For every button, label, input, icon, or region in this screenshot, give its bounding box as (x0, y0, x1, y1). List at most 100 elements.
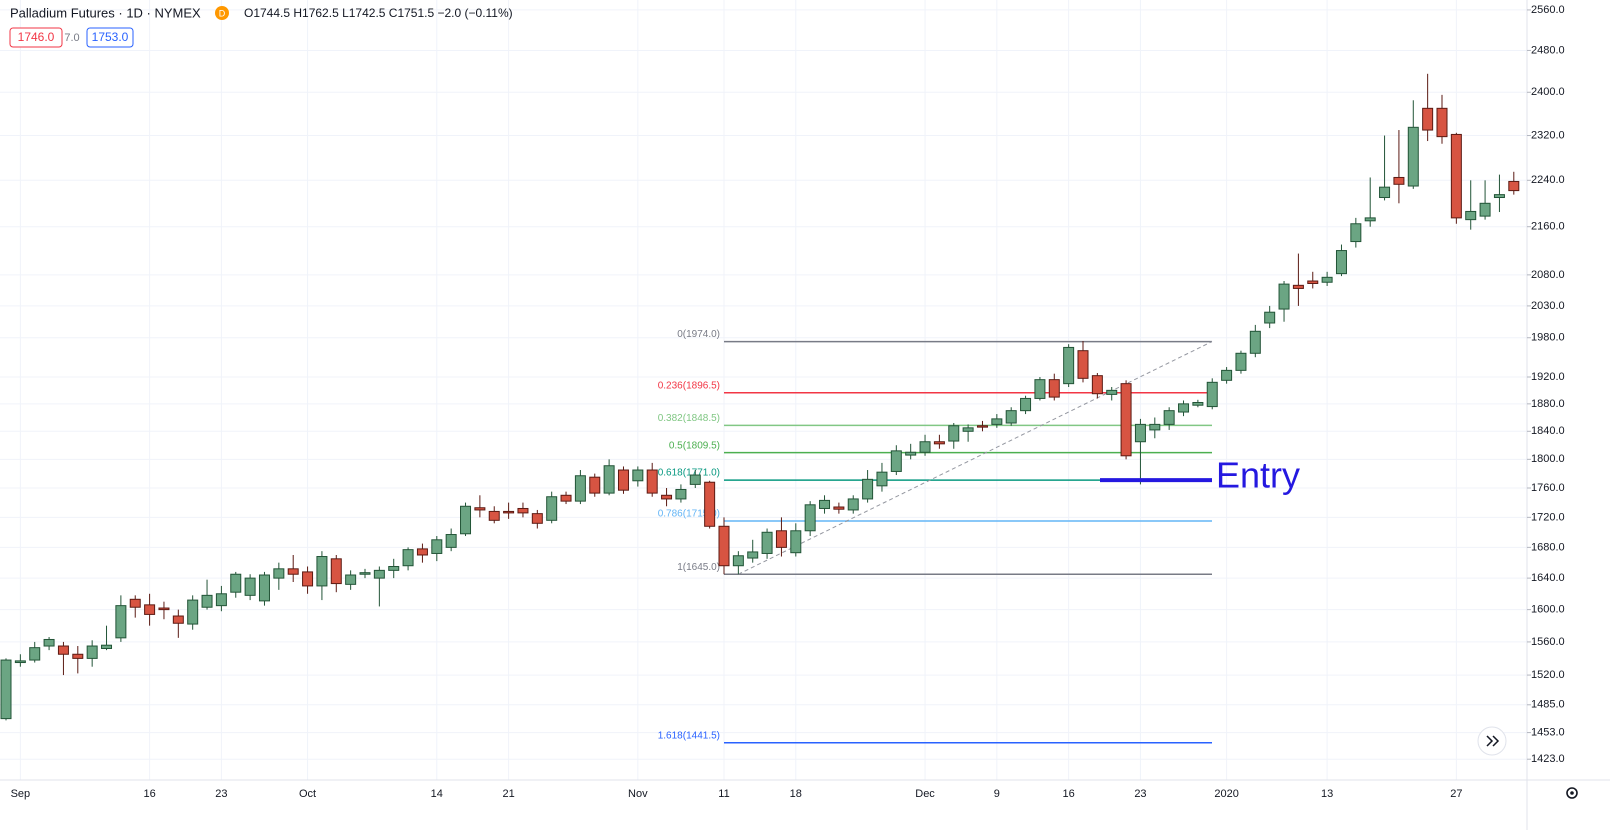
candle-body (1278, 283, 1290, 310)
candle-body (201, 594, 213, 608)
candle-body (1249, 330, 1261, 354)
candle-body (1292, 284, 1304, 289)
candle-body (704, 481, 716, 527)
x-tick-label: 21 (502, 788, 514, 800)
candle (1407, 100, 1419, 189)
candle-body (316, 556, 328, 587)
y-tick-label: 1980.0 (1531, 332, 1565, 344)
candle (1120, 380, 1132, 460)
candle-body (273, 568, 285, 579)
candle (1249, 324, 1261, 358)
x-tick-label: 9 (994, 788, 1000, 800)
gear-icon[interactable] (1566, 787, 1578, 799)
candle (330, 554, 342, 593)
fib-trend-line (738, 341, 1213, 575)
candle (790, 523, 802, 557)
candle-body (43, 638, 55, 647)
candle (0, 658, 12, 721)
candle-body (948, 425, 960, 442)
y-tick-label: 1640.0 (1531, 572, 1565, 584)
candle-body (617, 469, 629, 491)
candle (43, 637, 55, 651)
candle (1292, 253, 1304, 306)
candle-body (1508, 180, 1520, 192)
candle-body (445, 534, 457, 548)
candle-body (1206, 381, 1218, 408)
candle (316, 551, 328, 601)
candle (359, 568, 371, 579)
y-tick-label: 2320.0 (1531, 129, 1565, 141)
candle-body (388, 565, 400, 571)
candle (661, 488, 673, 507)
candle (1422, 73, 1434, 142)
candle (1479, 180, 1491, 220)
candle-body (402, 549, 414, 567)
scroll-to-latest[interactable] (1477, 726, 1507, 756)
fib-level-label: 1(1645.0) (677, 562, 720, 573)
candle (29, 641, 41, 663)
candle-body (1063, 346, 1075, 385)
bid-price[interactable]: 1746.0 (18, 30, 55, 44)
candle-body (72, 653, 84, 659)
candle (101, 625, 113, 651)
candle (1134, 418, 1146, 485)
x-tick-label: 27 (1450, 788, 1462, 800)
candle (373, 566, 385, 607)
x-tick-label: 13 (1321, 788, 1333, 800)
candle-body (646, 469, 658, 494)
candle (1307, 271, 1319, 289)
candle-body (244, 577, 256, 596)
gear-center (1570, 791, 1574, 795)
candle (273, 562, 285, 590)
settings-button[interactable] (1566, 787, 1578, 799)
candle-body (1264, 311, 1276, 324)
candle (1278, 281, 1290, 322)
candle (230, 571, 242, 598)
candle-body (1364, 217, 1376, 222)
candle (1163, 407, 1175, 430)
candle (215, 585, 227, 612)
y-tick-label: 2030.0 (1531, 300, 1565, 312)
candle-body (14, 660, 26, 664)
bid-box[interactable] (9, 27, 63, 48)
x-tick-label: 16 (143, 788, 155, 800)
y-tick-label: 1800.0 (1531, 453, 1565, 465)
candle-body (689, 474, 701, 485)
candle (14, 654, 26, 667)
candle-body (661, 494, 673, 500)
candle-body (0, 659, 12, 720)
candle-body (603, 465, 615, 494)
candle (1178, 400, 1190, 417)
candle-body (1393, 176, 1405, 185)
ask-price[interactable]: 1753.0 (92, 30, 129, 44)
candle (718, 517, 730, 575)
candle-body (373, 569, 385, 579)
candle (488, 506, 500, 524)
candle-body (847, 498, 859, 511)
fib-level-label: 0.236(1896.5) (658, 380, 720, 391)
candle-body (287, 568, 299, 575)
candle-body (359, 572, 371, 575)
candle (933, 434, 945, 449)
plot: 0(1974.0) 0.236(1896.5) 0.382(1848.5) 0.5(1… (0, 73, 1520, 744)
candle (1465, 180, 1477, 230)
candle-body (57, 645, 69, 655)
candle (804, 501, 816, 537)
candle-body (517, 507, 529, 514)
candle-body (775, 530, 787, 548)
candle-body (905, 451, 917, 456)
candle (1379, 135, 1391, 201)
candle (546, 491, 558, 524)
candle-body (718, 525, 730, 567)
candle (1048, 373, 1060, 401)
candle-body (732, 555, 744, 567)
candle-body (345, 574, 357, 585)
candle (819, 495, 831, 514)
fib-level-label: 0.786(1715.0) (658, 509, 720, 520)
y-tick-label: 2480.0 (1531, 44, 1565, 56)
candle (1235, 350, 1247, 374)
candle-body (1106, 389, 1118, 395)
candle-body (86, 645, 98, 659)
ask-box[interactable] (86, 27, 134, 48)
